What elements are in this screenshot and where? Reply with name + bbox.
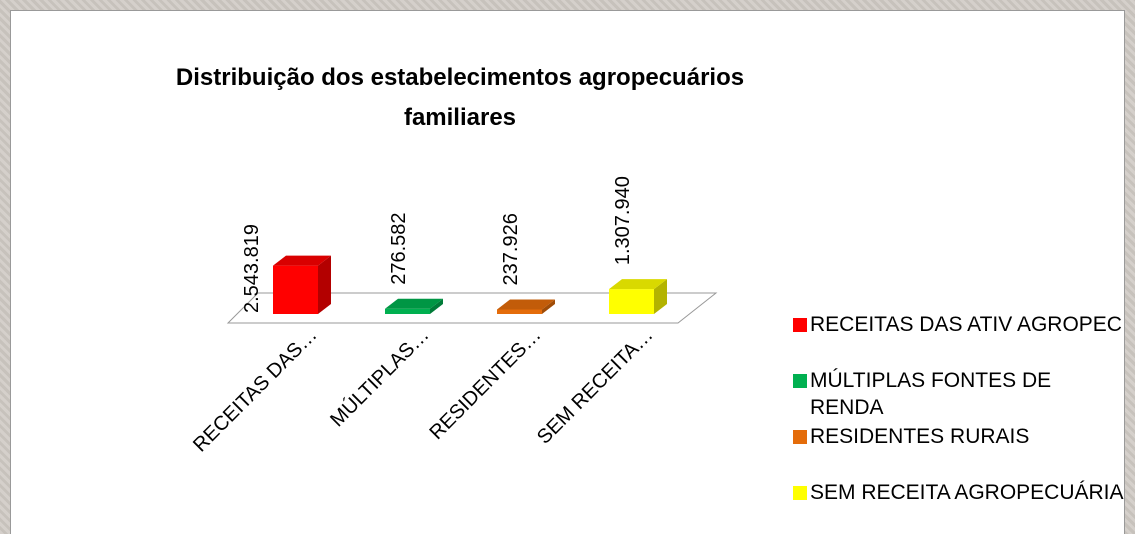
legend-swatch — [793, 374, 807, 388]
value-label: 237.926 — [500, 213, 522, 285]
bar-face — [385, 298, 443, 309]
x-tick-label: RECEITAS DAS… — [189, 324, 321, 456]
bar — [385, 298, 443, 314]
x-tick-label: MÚLTIPLAS… — [326, 323, 434, 431]
bar-face — [273, 265, 318, 314]
bar-face — [273, 255, 331, 266]
bar — [609, 279, 667, 314]
bar-face — [497, 309, 542, 314]
floor — [226, 292, 718, 324]
legend-swatch — [793, 486, 807, 500]
x-tick-label: RESIDENTES… — [425, 324, 545, 444]
legend-label: RECEITAS DAS ATIV AGROPEC — [810, 313, 1122, 336]
value-label: 276.582 — [388, 212, 410, 284]
bar-face — [654, 279, 667, 314]
bar-face — [318, 255, 331, 314]
value-label: 2.543.819 — [241, 224, 263, 313]
bar-face — [609, 289, 654, 314]
bar-face — [430, 298, 443, 314]
chart-panel — [10, 10, 1125, 534]
bar — [497, 299, 555, 314]
bar — [273, 255, 331, 314]
chart-title: Distribuição dos estabelecimentos agrope… — [176, 64, 744, 131]
legend-label: MÚLTIPLAS FONTES DE RENDA — [810, 369, 1052, 419]
bar-face — [609, 279, 667, 290]
legend-swatch — [793, 430, 807, 444]
value-label: 1.307.940 — [612, 176, 634, 265]
bar-face — [497, 299, 555, 310]
bar-face — [385, 308, 430, 314]
bar-face — [542, 299, 555, 314]
legend-label: RESIDENTES RURAIS — [810, 425, 1030, 448]
legend-label: SEM RECEITA AGROPECUÁRIA — [810, 481, 1124, 504]
x-tick-label: SEM RECEITA… — [533, 324, 658, 449]
legend-swatch — [793, 318, 807, 332]
